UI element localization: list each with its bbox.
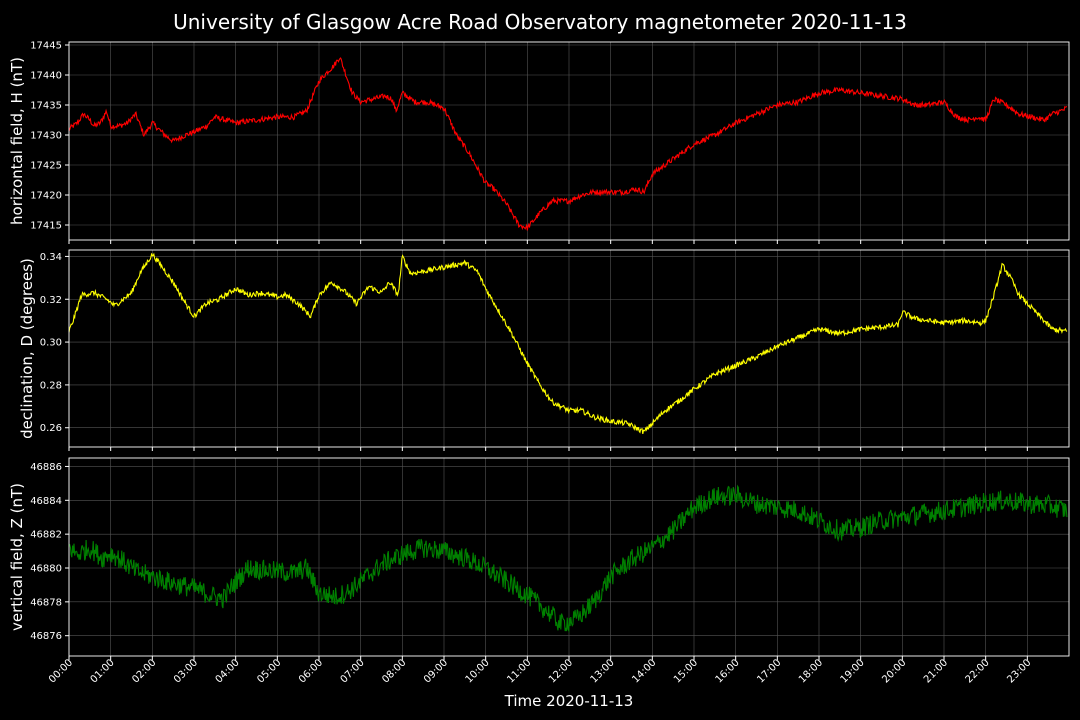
x-tick-label: 21:00 <box>922 657 950 685</box>
x-tick-label: 23:00 <box>1005 657 1033 685</box>
x-tick-label: 02:00 <box>130 657 158 685</box>
y-tick-label: 17425 <box>30 161 62 172</box>
y-tick-label: 17430 <box>30 131 62 142</box>
x-tick-label: 12:00 <box>547 657 575 685</box>
y-tick-label: 17420 <box>30 191 62 202</box>
x-tick-label: 00:00 <box>47 657 75 685</box>
y-tick-label: 17440 <box>30 71 62 82</box>
x-tick-label: 04:00 <box>214 657 242 685</box>
x-tick-label: 06:00 <box>297 657 325 685</box>
y-tick-label: 46884 <box>30 496 62 507</box>
series-line <box>68 57 1068 231</box>
x-tick-label: 01:00 <box>89 657 117 685</box>
x-tick-label: 19:00 <box>839 657 867 685</box>
x-tick-label: 07:00 <box>339 657 367 685</box>
y-tick-label: 17445 <box>30 41 62 52</box>
y-tick-label: 46876 <box>30 631 62 642</box>
panel-vertical-field: 46876 46878 46880 46882 46884 46886 vertical f… <box>8 457 1070 660</box>
x-tick-label: 08:00 <box>380 657 408 685</box>
y-tick-label: 0.26 <box>40 423 62 434</box>
y-tick-label: 46880 <box>30 564 62 575</box>
x-tick-label: 05:00 <box>255 657 283 685</box>
panel-declination: 0.26 0.28 0.30 0.32 0.34 declination, D (degr… <box>18 249 1070 451</box>
y-tick-label: 17435 <box>30 101 62 112</box>
y-tick-label: 46878 <box>30 597 62 608</box>
x-tick-label: 09:00 <box>422 657 450 685</box>
time-axis: 00:00 01:00 02:00 03:00 04:00 05:00 06:00 07:00… <box>47 657 1033 685</box>
x-tick-label: 03:00 <box>172 657 200 685</box>
y-tick-label: 0.32 <box>40 295 62 306</box>
panel-horizontal-field: 17415 17420 17425 17430 17435 17440 17445 horiz… <box>8 41 1070 244</box>
y-tick-label: 17415 <box>30 221 62 232</box>
x-tick-label: 16:00 <box>714 657 742 685</box>
y-axis-label: horizontal field, H (nT) <box>8 57 26 225</box>
y-tick-label: 0.30 <box>40 338 62 349</box>
y-axis-label: declination, D (degrees) <box>18 258 36 439</box>
x-tick-label: 14:00 <box>630 657 658 685</box>
x-tick-label: 10:00 <box>464 657 492 685</box>
y-tick-label: 0.34 <box>40 252 62 263</box>
x-tick-label: 11:00 <box>505 657 533 685</box>
y-tick-label: 0.28 <box>40 380 62 391</box>
x-tick-label: 13:00 <box>589 657 617 685</box>
x-tick-label: 20:00 <box>880 657 908 685</box>
x-tick-label: 15:00 <box>672 657 700 685</box>
x-tick-label: 18:00 <box>797 657 825 685</box>
y-tick-label: 46882 <box>30 530 62 541</box>
x-tick-label: 17:00 <box>755 657 783 685</box>
y-axis-label: vertical field, Z (nT) <box>8 483 26 631</box>
series-line <box>68 484 1068 633</box>
series-line <box>68 252 1068 434</box>
x-tick-label: 22:00 <box>964 657 992 685</box>
figure-title: University of Glasgow Acre Road Observat… <box>173 10 907 34</box>
x-axis-label: Time 2020-11-13 <box>504 692 634 710</box>
y-tick-label: 46886 <box>30 462 62 473</box>
